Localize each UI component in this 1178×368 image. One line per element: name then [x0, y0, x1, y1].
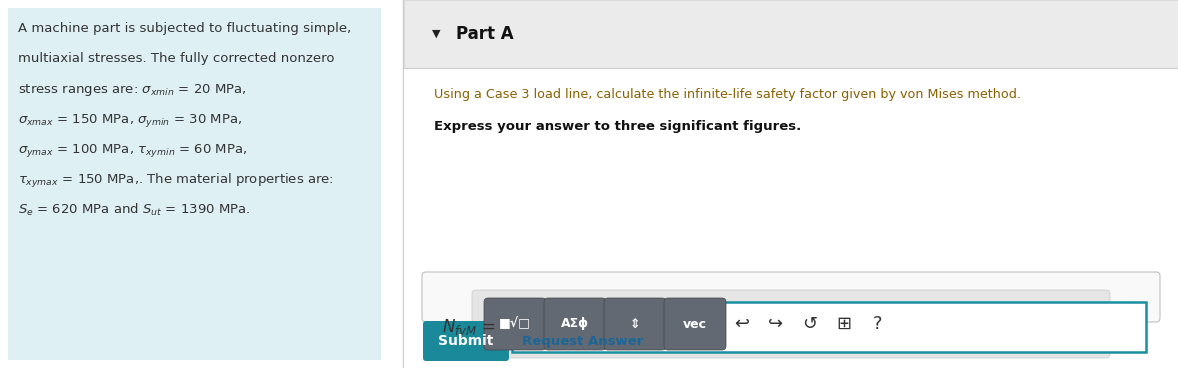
FancyBboxPatch shape — [404, 0, 1178, 68]
FancyBboxPatch shape — [422, 272, 1160, 322]
Text: $\tau_{xymax}$ = 150 MPa,. The material properties are:: $\tau_{xymax}$ = 150 MPa,. The material … — [18, 172, 333, 190]
Text: AΣϕ: AΣϕ — [561, 318, 589, 330]
Text: Submit: Submit — [438, 334, 494, 348]
Text: ⇕: ⇕ — [630, 318, 641, 330]
FancyBboxPatch shape — [512, 302, 1146, 352]
Text: $\sigma_{ymax}$ = 100 MPa, $\tau_{xymin}$ = 60 MPa,: $\sigma_{ymax}$ = 100 MPa, $\tau_{xymin}… — [18, 142, 247, 159]
Text: Using a Case 3 load line, calculate the infinite-life safety factor given by von: Using a Case 3 load line, calculate the … — [434, 88, 1021, 101]
FancyBboxPatch shape — [423, 321, 509, 361]
Text: ⊞: ⊞ — [836, 315, 852, 333]
Text: ▼: ▼ — [432, 29, 441, 39]
Text: ?: ? — [873, 315, 882, 333]
FancyBboxPatch shape — [404, 0, 1178, 368]
Text: ■√□: ■√□ — [499, 318, 531, 330]
Text: ↩: ↩ — [734, 315, 749, 333]
Text: Part A: Part A — [456, 25, 514, 43]
Text: $N_{fvM}$ =: $N_{fvM}$ = — [442, 317, 496, 337]
FancyBboxPatch shape — [8, 8, 380, 360]
FancyBboxPatch shape — [472, 290, 1110, 358]
Text: vec: vec — [683, 318, 707, 330]
Text: $\sigma_{xmax}$ = 150 MPa, $\sigma_{ymin}$ = 30 MPa,: $\sigma_{xmax}$ = 150 MPa, $\sigma_{ymin… — [18, 112, 243, 129]
Text: multiaxial stresses. The fully corrected nonzero: multiaxial stresses. The fully corrected… — [18, 52, 335, 65]
Text: Request Answer: Request Answer — [522, 335, 643, 347]
FancyBboxPatch shape — [604, 298, 666, 350]
Text: A machine part is subjected to fluctuating simple,: A machine part is subjected to fluctuati… — [18, 22, 351, 35]
FancyBboxPatch shape — [404, 68, 1178, 368]
FancyBboxPatch shape — [484, 298, 545, 350]
Text: ↪: ↪ — [768, 315, 783, 333]
FancyBboxPatch shape — [544, 298, 605, 350]
FancyBboxPatch shape — [664, 298, 726, 350]
Text: Express your answer to three significant figures.: Express your answer to three significant… — [434, 120, 801, 133]
Text: $S_e$ = 620 MPa and $S_{ut}$ = 1390 MPa.: $S_e$ = 620 MPa and $S_{ut}$ = 1390 MPa. — [18, 202, 251, 218]
Text: stress ranges are: $\sigma_{xmin}$ = 20 MPa,: stress ranges are: $\sigma_{xmin}$ = 20 … — [18, 82, 246, 98]
Text: ↺: ↺ — [802, 315, 818, 333]
